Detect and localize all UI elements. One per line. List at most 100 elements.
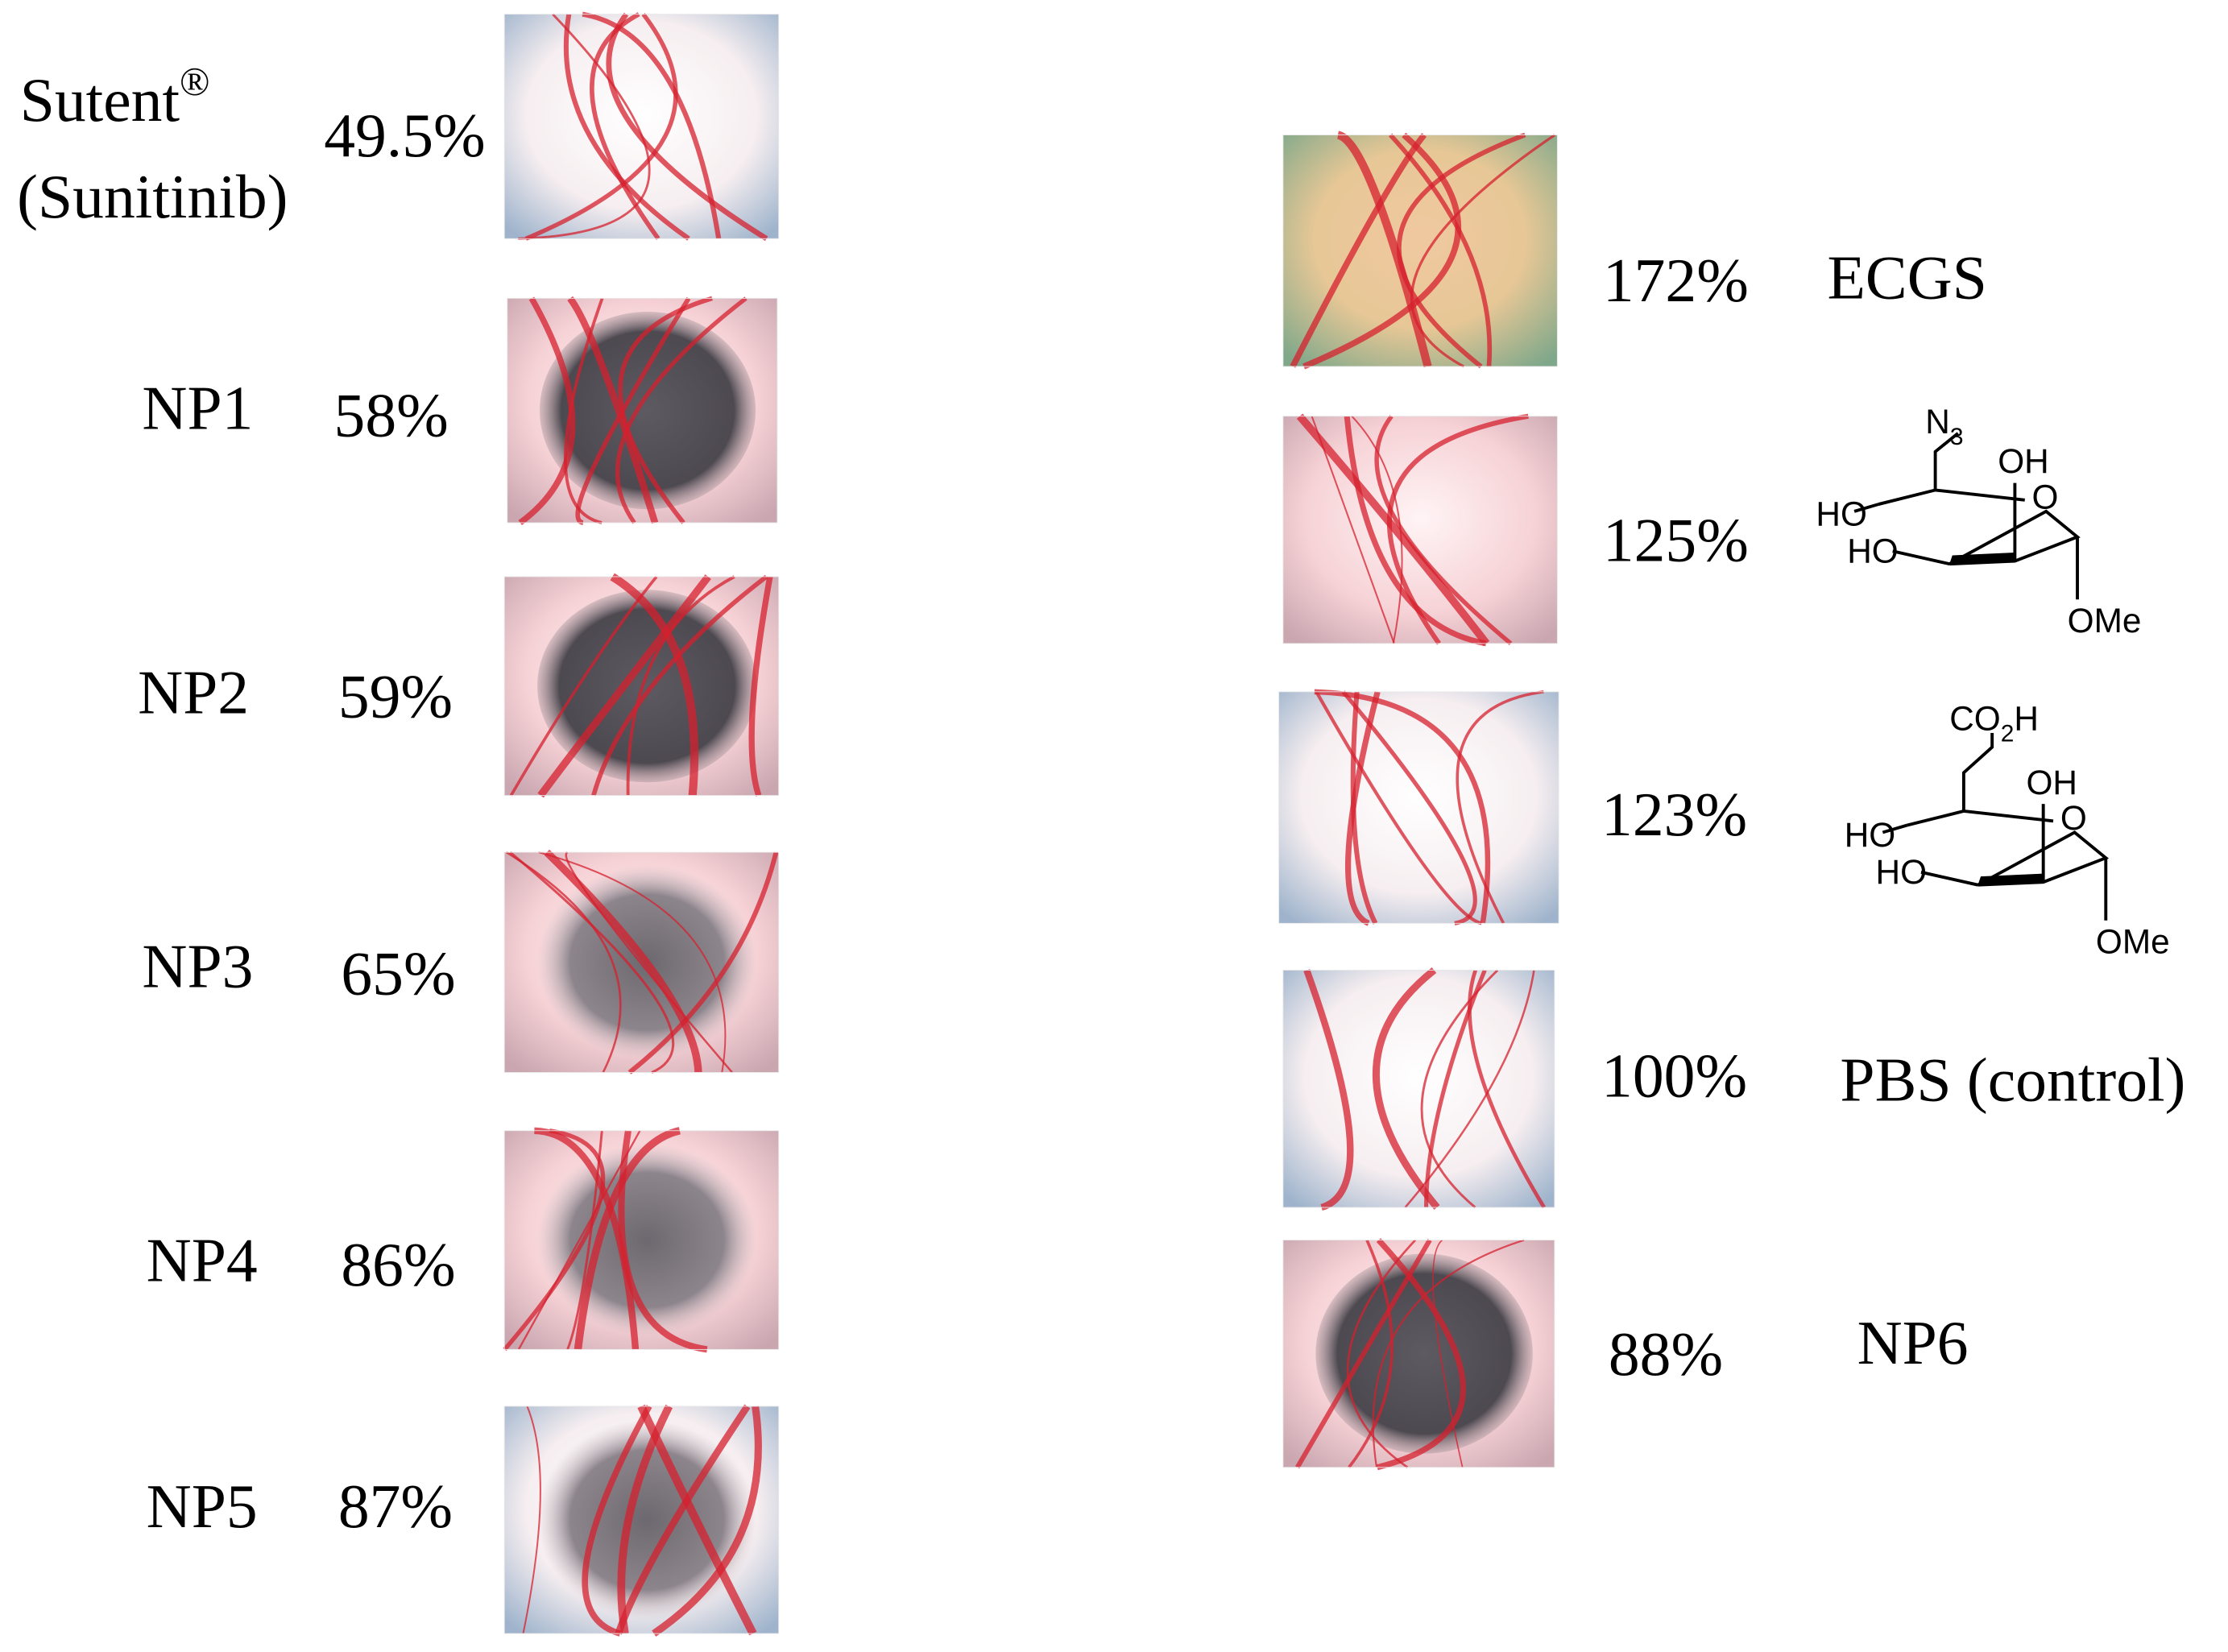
photo: [507, 296, 778, 526]
photo-frame: [1282, 416, 1558, 644]
vessel: [1290, 133, 1427, 368]
percent: 100%: [1601, 1041, 1747, 1110]
tissue: [537, 590, 757, 783]
percent: 88%: [1609, 1319, 1723, 1389]
photo-frame: [503, 851, 780, 1073]
percent: 49.5%: [324, 101, 485, 170]
atom-label: N3: [1925, 403, 1963, 450]
vessel: [1420, 969, 1499, 1209]
photo-frame: [1278, 691, 1559, 924]
photo: [1282, 1238, 1555, 1471]
photo-frame: [503, 14, 780, 239]
photo-frame: [1282, 970, 1555, 1208]
photo: [503, 1127, 780, 1353]
vessel: [575, 296, 691, 525]
vessel: [509, 851, 675, 1074]
vessel: [615, 1404, 751, 1635]
vessel: [1311, 416, 1395, 644]
subscript: 3: [1950, 424, 1964, 450]
photo-frame: [503, 1406, 780, 1634]
vessel: [626, 575, 735, 796]
vessel: [1410, 134, 1556, 368]
label: Sutent®: [20, 60, 210, 135]
vessel: [518, 13, 651, 240]
atom: N: [1925, 403, 1950, 441]
vessel: [1404, 970, 1535, 1208]
photo: [503, 849, 780, 1074]
photo: [1282, 413, 1558, 647]
vessel: [1389, 133, 1493, 367]
label: NP5: [147, 1472, 258, 1541]
vessel: [538, 851, 727, 1073]
tissue: [1315, 1253, 1533, 1454]
vessel: [606, 12, 768, 242]
atom-label: CO2H: [1949, 699, 2039, 747]
vessel: [565, 851, 733, 1074]
photo: [1282, 967, 1555, 1211]
percent: 125%: [1603, 506, 1749, 575]
photo: [503, 1404, 780, 1637]
label: (Sunitinib): [17, 162, 288, 231]
label: NP2: [138, 657, 249, 727]
label: NP1: [142, 374, 253, 443]
vessel: [637, 1404, 757, 1636]
photo-frame: [503, 1130, 780, 1350]
vessel: [1314, 689, 1491, 924]
vessel: [582, 1405, 652, 1637]
label: ECGS: [1828, 242, 1987, 312]
atom-label: OMe: [2068, 602, 2142, 640]
vessel: [1376, 1238, 1467, 1471]
vessel: [1351, 416, 1403, 644]
vessel: [1372, 967, 1440, 1210]
percent: 58%: [334, 380, 449, 449]
vessel: [1432, 1239, 1464, 1468]
percent: 59%: [338, 662, 453, 731]
vessel: [1296, 413, 1490, 646]
vessel: [505, 851, 622, 1074]
wedge: [1977, 873, 2044, 885]
subscript: 2: [2001, 721, 2015, 747]
atom-label: HO: [1876, 853, 1928, 891]
tissue: [539, 312, 756, 510]
photo-frame: [507, 297, 778, 524]
structure: CO2H OH O HO HO OMe: [1845, 699, 2170, 960]
vessel: [537, 574, 711, 798]
atom: CO: [1949, 699, 2001, 737]
percent: 65%: [341, 938, 455, 1008]
photo: [1282, 130, 1558, 370]
vessel: [627, 851, 779, 1074]
label: NP3: [142, 932, 253, 1001]
vessel: [1396, 132, 1526, 369]
vessel: [1350, 691, 1378, 925]
vessel: [574, 1127, 681, 1350]
vessel: [748, 576, 773, 797]
vessel: [1468, 969, 1546, 1209]
label: NP4: [147, 1226, 258, 1295]
vessel: [618, 296, 713, 524]
vessel: [503, 1128, 606, 1352]
vessel: [1303, 969, 1354, 1211]
photos: [503, 11, 1559, 1637]
vessel: [1302, 132, 1461, 370]
vessel: [1315, 690, 1482, 925]
vessel: [615, 296, 747, 524]
atom-label: OMe: [2096, 922, 2170, 960]
vessel: [518, 296, 576, 526]
vessel: [1344, 416, 1487, 647]
bonds: [1882, 732, 2108, 921]
vessel: [1295, 1239, 1432, 1469]
label: NP6: [1857, 1308, 1969, 1377]
label-text: Sutent: [20, 65, 180, 135]
atom-label: OH: [1998, 442, 2049, 480]
vessel: [1346, 1239, 1417, 1468]
percent: 172%: [1603, 246, 1749, 315]
atom-label: O: [2032, 478, 2059, 515]
photo-frame: [1282, 135, 1558, 367]
photo-frame: [503, 576, 780, 797]
photo: [1278, 689, 1559, 926]
vessel: [1336, 130, 1432, 368]
vessel: [652, 1406, 762, 1637]
vessel: [563, 14, 690, 241]
percent: 86%: [341, 1230, 455, 1299]
